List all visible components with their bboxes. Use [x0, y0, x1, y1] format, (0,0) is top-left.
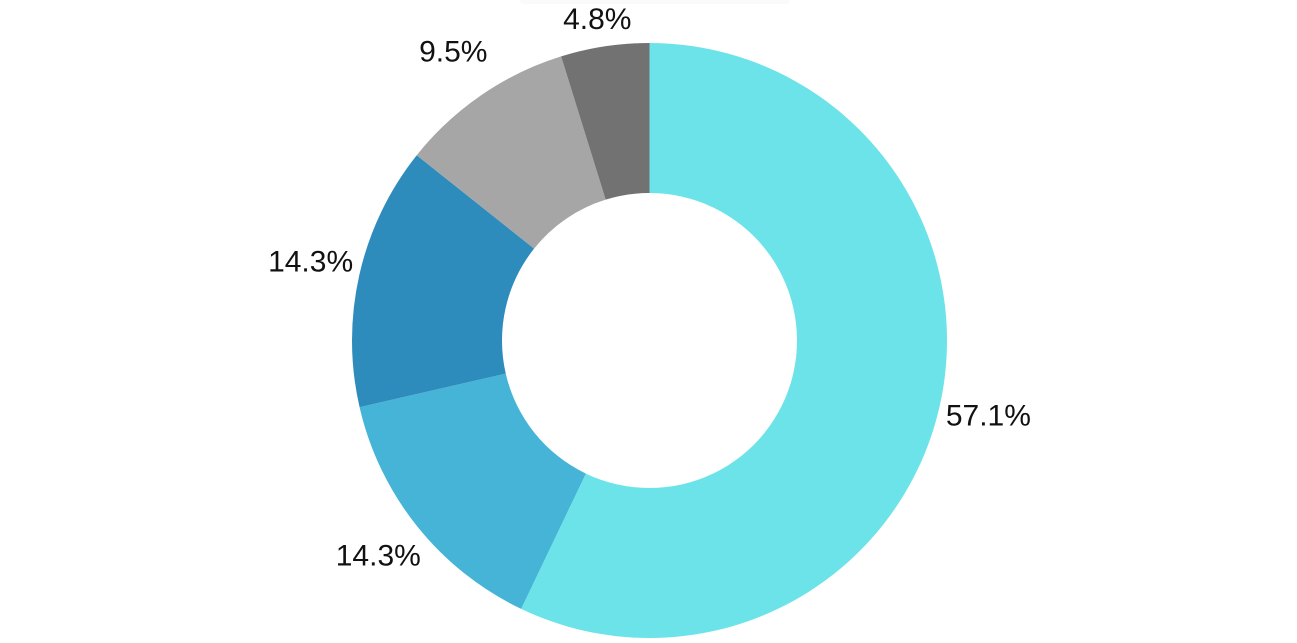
pie-slice[interactable]	[521, 43, 948, 639]
pie-slice[interactable]	[561, 43, 650, 200]
slice-label: 57.1%	[946, 399, 1031, 432]
pie-slice[interactable]	[359, 373, 586, 609]
slice-label: 9.5%	[419, 36, 487, 69]
pie-slice[interactable]	[351, 155, 535, 408]
pie-slice[interactable]	[416, 56, 606, 249]
slice-label: 14.3%	[268, 246, 353, 279]
slice-label: 14.3%	[336, 540, 421, 573]
cropped-title-remnant	[520, 0, 790, 4]
slice-label: 4.8%	[563, 3, 631, 36]
